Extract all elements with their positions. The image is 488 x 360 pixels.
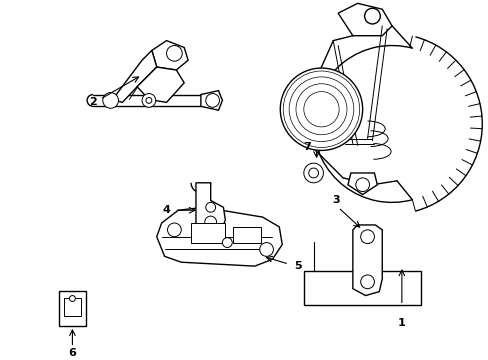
- Circle shape: [360, 230, 374, 244]
- Circle shape: [313, 102, 328, 117]
- Text: 6: 6: [68, 348, 76, 359]
- Polygon shape: [196, 183, 225, 237]
- Circle shape: [204, 216, 216, 228]
- Bar: [191, 223, 225, 243]
- Bar: [59, 291, 86, 326]
- Circle shape: [285, 74, 356, 145]
- Bar: [233, 227, 260, 243]
- Bar: [303, 271, 421, 305]
- Text: 7: 7: [302, 143, 310, 153]
- Circle shape: [205, 94, 219, 107]
- Circle shape: [205, 202, 215, 212]
- Polygon shape: [157, 207, 282, 266]
- Text: 3: 3: [332, 195, 339, 206]
- Circle shape: [283, 71, 359, 148]
- Text: 2: 2: [89, 98, 97, 107]
- Circle shape: [142, 94, 156, 107]
- Circle shape: [360, 275, 374, 289]
- Circle shape: [166, 45, 182, 61]
- Polygon shape: [137, 67, 184, 102]
- Text: 4: 4: [163, 205, 170, 215]
- Circle shape: [299, 88, 343, 131]
- Circle shape: [295, 84, 346, 135]
- Polygon shape: [201, 91, 222, 110]
- Polygon shape: [347, 173, 377, 194]
- Bar: [63, 298, 81, 316]
- Circle shape: [167, 223, 181, 237]
- Circle shape: [308, 168, 318, 178]
- Circle shape: [306, 95, 335, 124]
- Polygon shape: [337, 3, 391, 36]
- Circle shape: [102, 93, 118, 108]
- Circle shape: [222, 238, 232, 248]
- Text: 5: 5: [293, 261, 301, 271]
- Circle shape: [303, 163, 323, 183]
- Circle shape: [259, 243, 273, 256]
- Polygon shape: [112, 50, 157, 102]
- Circle shape: [355, 178, 369, 192]
- Circle shape: [145, 98, 152, 103]
- Circle shape: [364, 8, 380, 24]
- Polygon shape: [352, 225, 382, 296]
- Circle shape: [288, 77, 353, 141]
- Text: 1: 1: [397, 318, 405, 328]
- Circle shape: [69, 296, 75, 301]
- Circle shape: [292, 81, 349, 138]
- Circle shape: [280, 68, 362, 150]
- Polygon shape: [152, 41, 188, 70]
- Circle shape: [303, 91, 339, 127]
